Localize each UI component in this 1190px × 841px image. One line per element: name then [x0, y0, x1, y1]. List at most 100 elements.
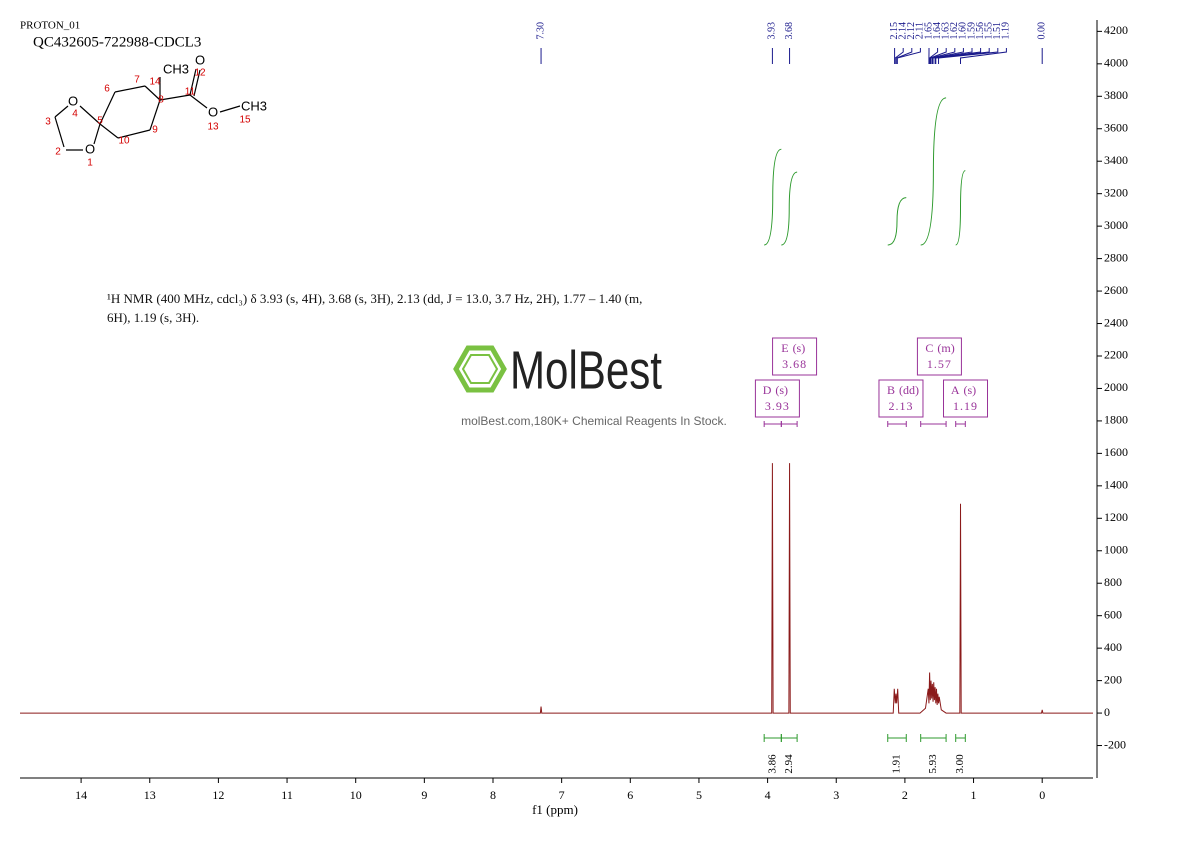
atom-number: 14 — [149, 77, 161, 88]
y-tick-label: 3200 — [1104, 185, 1128, 199]
peak-label: 2.15 — [889, 22, 900, 40]
peak-label: 3.93 — [767, 22, 778, 40]
y-tick-label: 2200 — [1104, 348, 1128, 362]
atom-number: 12 — [194, 68, 206, 79]
peak-label: 1.59 — [966, 22, 977, 40]
peak-label: 3.68 — [784, 22, 795, 40]
multiplet-letter: E — [781, 341, 788, 355]
spectrum-line — [20, 463, 1093, 714]
chart-subtitle: QC432605-722988-CDCL3 — [33, 34, 201, 50]
integral-curve — [955, 170, 966, 246]
multiplet-range — [763, 421, 782, 427]
integral-label: 3.00 — [954, 754, 966, 774]
atom-number: 8 — [158, 95, 164, 106]
y-tick-label: 200 — [1104, 672, 1122, 686]
x-tick-label: 12 — [212, 788, 224, 802]
x-tick-label: 0 — [1039, 788, 1045, 802]
integral-range — [920, 734, 947, 742]
y-tick-label: 400 — [1104, 640, 1122, 654]
atom-number: 5 — [97, 116, 103, 127]
atom-number: 10 — [118, 136, 130, 147]
x-tick-label: 8 — [490, 788, 496, 802]
x-tick-label: 9 — [421, 788, 427, 802]
peak-connector — [935, 48, 990, 64]
y-tick-label: -200 — [1104, 737, 1126, 751]
peak-connector — [960, 48, 1007, 64]
y-tick-label: 3000 — [1104, 218, 1128, 232]
y-tick-label: 2600 — [1104, 283, 1128, 297]
multiplet-box — [754, 379, 800, 418]
multiplet-box — [772, 337, 818, 376]
multiplet-type: (s) — [793, 341, 806, 355]
y-tick-label: 2000 — [1104, 380, 1128, 394]
atom-number: 1 — [87, 158, 93, 169]
atom-label: O — [68, 93, 78, 108]
peak-connector — [896, 48, 921, 64]
integral-range — [780, 734, 798, 742]
atom-number: 4 — [72, 109, 78, 120]
y-tick-label: 3400 — [1104, 153, 1128, 167]
atom-number: 9 — [152, 125, 158, 136]
peak-label: 1.19 — [1001, 22, 1012, 40]
peak-label: 1.56 — [975, 22, 986, 40]
atom-number: 13 — [207, 122, 219, 133]
atom-label: O — [208, 104, 218, 119]
atom-number: 11 — [185, 87, 196, 98]
x-tick-label: 1 — [971, 788, 977, 802]
y-tick-label: 1600 — [1104, 445, 1128, 459]
multiplet-type: (s) — [964, 383, 977, 397]
peak-connector — [930, 48, 956, 64]
y-tick-label: 800 — [1104, 575, 1122, 589]
peak-connector — [938, 48, 999, 64]
integral-label: 2.94 — [783, 754, 795, 774]
atom-label: CH3 — [241, 98, 267, 113]
y-tick-label: 3600 — [1104, 120, 1128, 134]
peak-label: 0.00 — [1036, 22, 1047, 40]
integral-label: 1.91 — [891, 754, 903, 773]
peak-connector — [931, 48, 964, 64]
peak-label: 1.55 — [983, 22, 994, 40]
y-tick-label: 1200 — [1104, 510, 1128, 524]
integral-curve — [781, 171, 798, 246]
peak-label: 2.12 — [906, 22, 917, 40]
atom-label: O — [195, 52, 205, 67]
nmr-description: ¹H NMR (400 MHz, cdcl₃) δ 3.93 (s, 4H), … — [107, 291, 643, 325]
multiplet-shift: 3.93 — [765, 399, 790, 413]
x-tick-label: 10 — [350, 788, 362, 802]
peak-label: 2.11 — [915, 22, 926, 39]
x-tick-label: 5 — [696, 788, 702, 802]
y-tick-label: 3800 — [1104, 88, 1128, 102]
multiplet-range — [887, 421, 907, 427]
atom-number: 7 — [134, 75, 140, 86]
integral-curve — [764, 148, 782, 246]
integral-range — [887, 734, 907, 742]
x-axis-label: f1 (ppm) — [532, 802, 578, 817]
watermark-brand: MolBest — [510, 340, 662, 400]
x-tick-label: 13 — [144, 788, 156, 802]
multiplet-letter: A — [951, 383, 960, 397]
atom-number: 3 — [45, 117, 51, 128]
peak-connector — [929, 48, 947, 64]
peak-connector — [932, 48, 973, 64]
peak-label: 1.65 — [923, 22, 934, 40]
multiplet-letter: D — [763, 383, 772, 397]
y-tick-label: 4000 — [1104, 56, 1128, 70]
multiplet-letter: B — [887, 383, 895, 397]
peak-label: 1.62 — [949, 22, 960, 40]
y-tick-label: 1400 — [1104, 478, 1128, 492]
x-tick-label: 4 — [765, 788, 771, 802]
integral-curve — [920, 97, 947, 246]
integral-range — [955, 734, 966, 742]
peak-label: 7.30 — [535, 22, 546, 40]
multiplet-range — [955, 421, 966, 427]
atom-label: CH3 — [163, 61, 189, 76]
x-tick-label: 2 — [902, 788, 908, 802]
atom-number: 6 — [104, 84, 110, 95]
y-tick-label: 0 — [1104, 705, 1110, 719]
multiplet-shift: 3.68 — [782, 357, 807, 371]
integral-label: 3.86 — [766, 754, 778, 774]
integral-range — [763, 734, 782, 742]
x-tick-label: 3 — [833, 788, 839, 802]
